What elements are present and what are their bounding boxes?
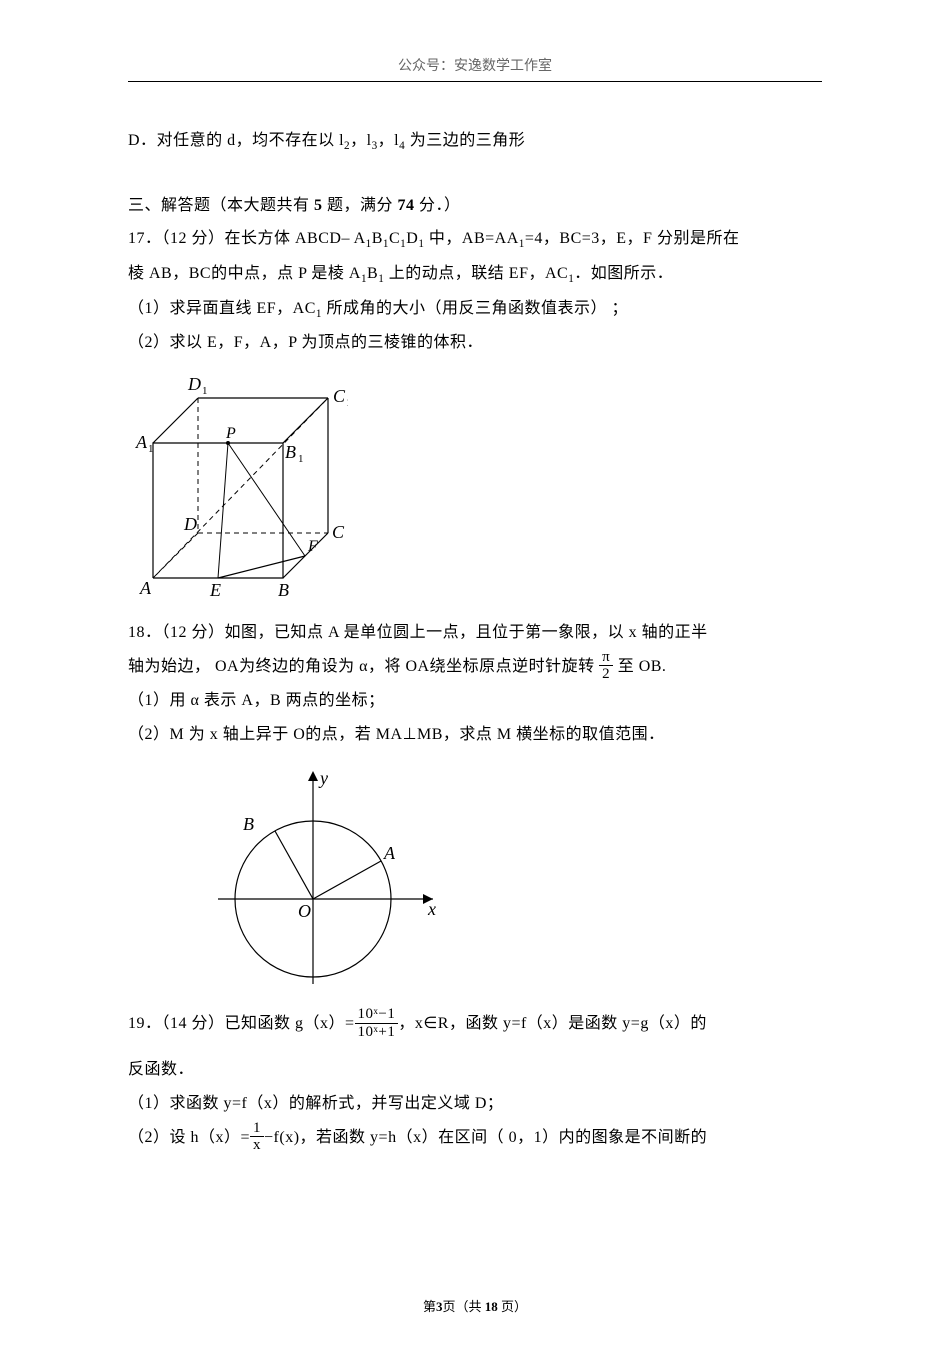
q19-f2-num: 1	[250, 1120, 264, 1137]
q19-line2: 反函数．	[128, 1053, 822, 1087]
q17-l1c: C	[389, 230, 400, 247]
q19-frac1: 10ˣ−110ˣ+1	[355, 1006, 399, 1040]
q17-l1f: =4，BC=3，E，F 分别是所在	[525, 230, 740, 247]
q17-l1a: 17．（12 分）在长方体 ABCD– A	[128, 230, 366, 247]
svg-text:A: A	[139, 578, 152, 598]
svg-text:D: D	[187, 374, 201, 394]
svg-text:1: 1	[202, 385, 208, 397]
q17-part1: （1）求异面直线 EF，AC1 所成角的大小（用反三角函数值表示） ；	[128, 292, 822, 327]
q17-l2d: ．如图所示．	[574, 265, 673, 282]
footer-pre: 第	[423, 1299, 436, 1314]
q19-part2: （2）设 h（x）=1x−f(x)，若函数 y=h（x）在区间（ 0，1）内的图…	[128, 1121, 822, 1155]
q17-l1d: D	[406, 230, 418, 247]
q19-p2a: （2）设 h（x）=	[128, 1129, 250, 1146]
q18-l2b: 至 OB.	[613, 658, 666, 675]
section-3-heading: 三、解答题（本大题共有 5 题，满分 74 分．）	[128, 189, 822, 223]
option-d-tail: 为三边的三角形	[405, 132, 525, 149]
section-3-label: 三、解答题（本大题共有	[128, 197, 314, 214]
svg-text:B: B	[243, 814, 254, 834]
svg-text:B: B	[285, 442, 296, 462]
svg-text:C: C	[332, 522, 345, 542]
q18-line1: 18．（12 分）如图，已知点 A 是单位圆上一点，且位于第一象限，以 x 轴的…	[128, 616, 822, 650]
q17-line1: 17．（12 分）在长方体 ABCD– A1B1C1D1 中，AB=AA1=4，…	[128, 222, 822, 257]
option-d-m1: ，l	[350, 132, 371, 149]
q19-p2mid: −f(x)	[264, 1129, 300, 1146]
svg-text:O: O	[298, 901, 311, 921]
svg-text:E: E	[209, 580, 221, 600]
footer-total: 18	[485, 1299, 498, 1314]
svg-text:P: P	[225, 425, 236, 442]
q18-frac: π2	[599, 649, 613, 683]
q17-figure: D1 C1 A1 B1 P D C A B E F	[128, 368, 822, 608]
svg-text:F: F	[307, 538, 318, 555]
header-rule	[128, 81, 822, 82]
svg-text:A: A	[383, 843, 396, 863]
page-footer: 第3页（共 18 页）	[0, 1296, 950, 1315]
q17-part2: （2）求以 E，F，A，P 为顶点的三棱锥的体积．	[128, 326, 822, 360]
q17-l2a: 棱 AB，BC的中点，点 P 是棱 A	[128, 265, 361, 282]
q18-part1: （1）用 α 表示 A，B 两点的坐标；	[128, 684, 822, 718]
cuboid-diagram: D1 C1 A1 B1 P D C A B E F	[128, 368, 348, 603]
q19-frac1-den: 10ˣ+1	[355, 1023, 399, 1041]
q19-l1b: ，x∈R，函数 y=f（x）是函数 y=g（x）的	[398, 1015, 707, 1032]
q17-l2c: 上的动点，联结 EF，AC	[384, 265, 568, 282]
svg-text:A: A	[135, 432, 148, 452]
q18-frac-den: 2	[599, 665, 613, 683]
footer-mid: 页（共	[442, 1299, 484, 1314]
svg-text:C: C	[333, 386, 346, 406]
q19-frac1-num: 10ˣ−1	[355, 1006, 399, 1023]
q19-line1: 19．（14 分）已知函数 g（x）=10ˣ−110ˣ+1，x∈R，函数 y=f…	[128, 1007, 822, 1041]
q17-l1e: 中，AB=AA	[424, 230, 518, 247]
svg-text:1: 1	[148, 443, 154, 455]
page-header: 公众号：安逸数学工作室	[128, 55, 822, 81]
q19-p2b: ，若函数 y=h（x）在区间（ 0，1）内的图象是不间断的	[300, 1129, 708, 1146]
section-3-score: 74	[398, 197, 415, 214]
q18-part2: （2）M 为 x 轴上异于 O的点，若 MA⊥MB，求点 M 横坐标的取值范围．	[128, 718, 822, 752]
section-3-count: 5	[314, 197, 323, 214]
option-d-m2: ，l	[378, 132, 399, 149]
q18-figure: y x O A B	[198, 759, 822, 999]
section-3-mid: 题，满分	[323, 197, 398, 214]
option-d-text: 对任意的 d，均不存在以 l	[157, 132, 344, 149]
unit-circle-diagram: y x O A B	[198, 759, 448, 994]
svg-text:y: y	[318, 768, 328, 788]
q17-l1b: B	[372, 230, 383, 247]
q17-p1b: 所成角的大小（用反三角函数值表示） ；	[322, 300, 628, 317]
q17-p1a: （1）求异面直线 EF，AC	[128, 300, 316, 317]
option-d: D．对任意的 d，均不存在以 l2，l3，l4 为三边的三角形	[128, 124, 822, 159]
q18-line2: 轴为始边， OA为终边的角设为 α，将 OA绕坐标原点逆时针旋转 π2 至 OB…	[128, 650, 822, 684]
svg-text:D: D	[183, 514, 197, 534]
q18-frac-num: π	[599, 649, 613, 666]
option-d-label: D．	[128, 132, 157, 149]
svg-text:1: 1	[298, 453, 304, 465]
svg-text:B: B	[278, 580, 289, 600]
q19-frac2: 1x	[250, 1120, 264, 1154]
section-3-tail: 分．）	[415, 197, 461, 214]
svg-text:x: x	[427, 899, 436, 919]
q18-l2a: 轴为始边， OA为终边的角设为 α，将 OA绕坐标原点逆时针旋转	[128, 658, 599, 675]
q17-l2b: B	[367, 265, 378, 282]
q19-part1: （1）求函数 y=f（x）的解析式，并写出定义域 D；	[128, 1087, 822, 1121]
footer-post: 页）	[498, 1299, 527, 1314]
q17-line2: 棱 AB，BC的中点，点 P 是棱 A1B1 上的动点，联结 EF，AC1．如图…	[128, 257, 822, 292]
q19-f2-den: x	[250, 1136, 264, 1154]
q19-l1a: 19．（14 分）已知函数 g（x）=	[128, 1015, 355, 1032]
svg-text:1: 1	[346, 397, 348, 409]
